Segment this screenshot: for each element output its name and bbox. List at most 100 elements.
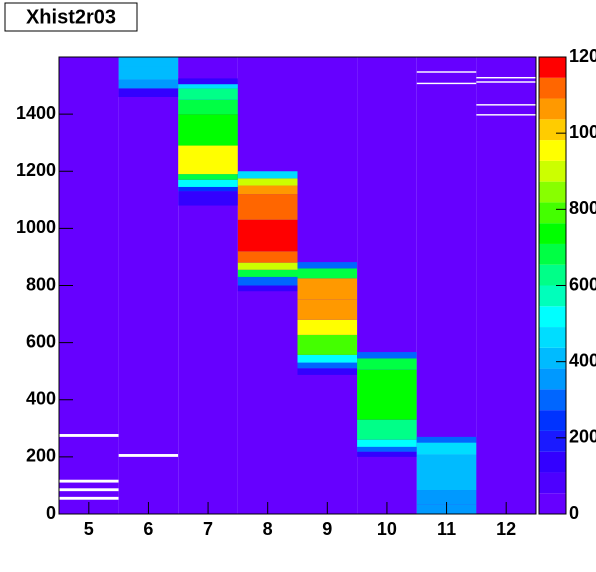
cell <box>178 84 238 89</box>
cell <box>297 268 358 279</box>
cell <box>416 442 477 455</box>
cell <box>178 114 238 146</box>
palette-swatch <box>539 181 566 203</box>
y-tick-label: 1200 <box>16 160 56 180</box>
z-tick-label: 800 <box>569 198 596 218</box>
cell <box>357 419 417 440</box>
cell <box>416 71 477 73</box>
x-tick-label: 10 <box>377 519 397 539</box>
cell <box>237 194 298 220</box>
chart-title: Xhist2r03 <box>26 6 116 28</box>
cell <box>476 81 536 83</box>
cell <box>118 88 179 97</box>
palette-swatch <box>539 77 566 99</box>
x-tick-label: 8 <box>263 519 273 539</box>
cell <box>237 269 298 277</box>
x-tick-label: 11 <box>437 519 456 539</box>
cell <box>178 191 238 206</box>
x-tick-label: 9 <box>322 519 332 539</box>
cell <box>178 174 238 180</box>
cell <box>178 88 238 100</box>
z-tick-label: 600 <box>569 274 596 294</box>
cell <box>416 490 477 505</box>
cell <box>297 262 358 269</box>
palette-swatch <box>539 347 566 369</box>
z-tick-label: 1000 <box>569 122 596 142</box>
palette-swatch <box>539 306 566 328</box>
title-box <box>4 2 138 32</box>
palette-swatch <box>539 472 566 494</box>
cell <box>297 368 358 375</box>
cell <box>357 439 417 447</box>
z-tick-label: 200 <box>569 427 596 447</box>
palette-swatch <box>539 243 566 265</box>
y-tick-label: 1400 <box>16 103 56 123</box>
cell <box>297 278 358 300</box>
cell <box>297 334 358 355</box>
cell <box>297 319 358 335</box>
z-tick-label: 1200 <box>569 46 596 66</box>
cell <box>118 454 179 457</box>
x-tick-label: 7 <box>203 519 213 539</box>
palette-swatch <box>539 451 566 473</box>
palette-swatch <box>539 57 566 78</box>
y-tick-label: 600 <box>26 331 56 351</box>
palette-swatch <box>539 202 566 224</box>
cell <box>59 496 119 500</box>
cell <box>118 66 179 80</box>
palette-swatch <box>539 98 566 120</box>
cell <box>237 185 298 195</box>
y-tick-label: 0 <box>46 503 56 523</box>
cell <box>178 145 238 175</box>
cell <box>357 369 417 420</box>
cell <box>476 104 536 106</box>
cell <box>178 78 238 85</box>
palette-swatch <box>539 119 566 141</box>
cell <box>237 178 298 186</box>
z-tick-label: 0 <box>569 503 579 523</box>
cell <box>178 179 238 187</box>
cell <box>237 171 298 179</box>
y-tick-label: 400 <box>26 389 56 409</box>
cell <box>118 79 179 89</box>
cell <box>237 285 298 292</box>
cell <box>237 262 298 270</box>
cell <box>237 251 298 263</box>
cell <box>237 219 298 252</box>
y-tick-label: 800 <box>26 274 56 294</box>
palette-swatch <box>539 493 566 514</box>
palette-swatch <box>539 160 566 182</box>
palette-swatch <box>539 327 566 348</box>
cell <box>237 276 298 286</box>
cell <box>416 82 477 85</box>
cell <box>357 451 417 457</box>
cell <box>59 434 119 437</box>
cell <box>416 454 477 491</box>
palette-swatch <box>539 389 566 411</box>
palette-swatch <box>539 368 566 390</box>
cell <box>357 352 417 359</box>
palette-swatch <box>539 410 566 431</box>
x-tick-label: 5 <box>84 519 94 539</box>
cell <box>476 57 536 514</box>
palette-swatch <box>539 223 566 244</box>
cell <box>178 186 238 192</box>
y-tick-label: 1000 <box>16 217 56 237</box>
palette-swatch <box>539 264 566 286</box>
palette-swatch <box>539 430 566 452</box>
cell <box>118 57 179 67</box>
cell <box>178 99 238 115</box>
y-tick-label: 200 <box>26 446 56 466</box>
cell <box>297 354 358 363</box>
z-tick-label: 400 <box>569 350 596 370</box>
cell <box>476 114 536 116</box>
cell <box>118 57 179 514</box>
cell <box>476 76 536 79</box>
x-tick-label: 6 <box>143 519 153 539</box>
cell <box>357 446 417 452</box>
x-tick-label: 12 <box>496 519 516 539</box>
cell <box>59 479 119 483</box>
cell <box>416 436 477 443</box>
cell <box>357 358 417 370</box>
cell <box>297 362 358 369</box>
